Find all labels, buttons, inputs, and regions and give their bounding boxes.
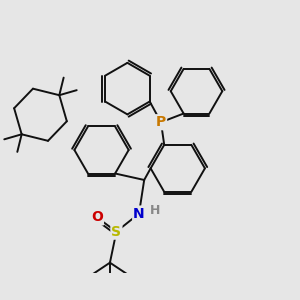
Text: N: N: [133, 207, 145, 220]
Text: O: O: [91, 210, 103, 224]
Text: H: H: [150, 205, 160, 218]
Text: S: S: [111, 225, 122, 239]
Text: P: P: [156, 115, 166, 129]
